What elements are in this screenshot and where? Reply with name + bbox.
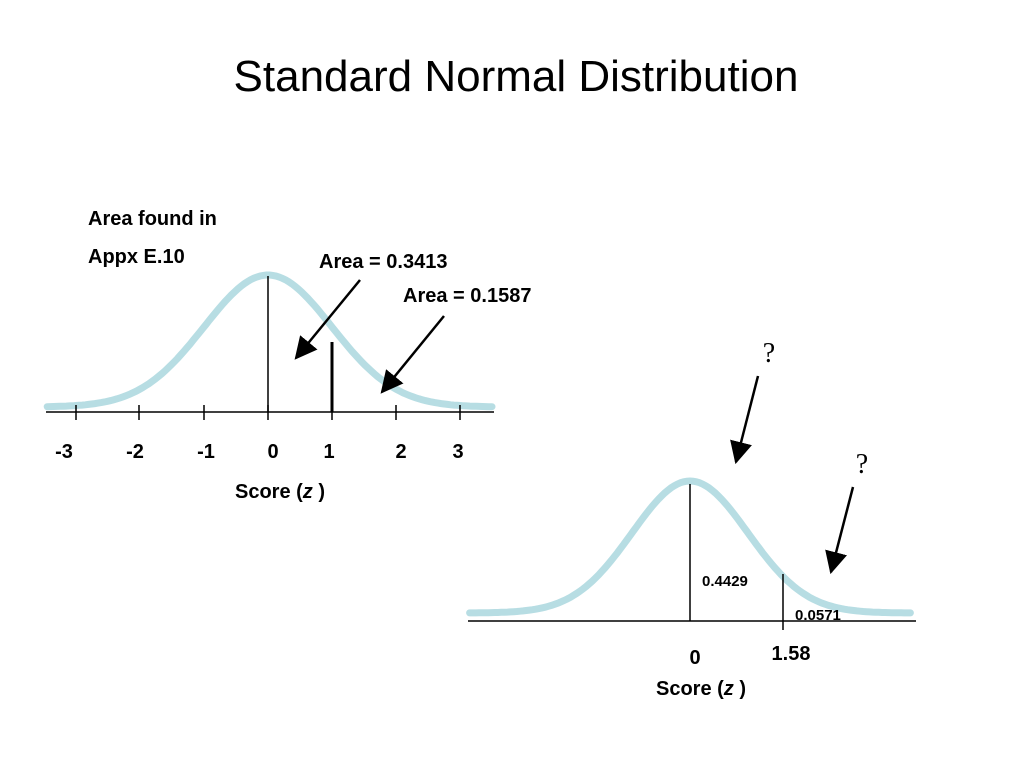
tick-label-z: 1.58 — [772, 643, 811, 665]
question-mark-tail: ? — [856, 449, 868, 480]
arrow-to-tail-area — [380, 315, 445, 394]
area-label-tail: Area = 0.1587 — [403, 285, 531, 307]
right-normal-diagram: 0.4429 0.0571 0 1.58 Score (z ) ? ? — [466, 338, 916, 700]
left-axis-ticks — [75, 405, 461, 420]
left-tick-labels: -3 -2 -1 0 1 2 3 — [55, 441, 463, 463]
arrow-to-tail-question — [825, 486, 855, 575]
area-source-note-line2: Appx E.10 — [88, 246, 185, 268]
left-axis-label: Score (z ) — [235, 481, 325, 503]
area-label-center: Area = 0.3413 — [319, 251, 447, 273]
arrow-to-center-question — [730, 375, 760, 465]
tick-label: -2 — [126, 441, 144, 463]
area-value-tail: 0.0571 — [795, 607, 841, 624]
tick-label: 0 — [267, 441, 278, 463]
left-normal-curve — [43, 271, 496, 411]
tick-label: -3 — [55, 441, 73, 463]
tick-label: 1 — [323, 441, 334, 463]
area-value-center: 0.4429 — [702, 573, 748, 590]
arrow-to-center-area — [294, 279, 361, 360]
area-source-note-line1: Area found in — [88, 208, 217, 230]
question-mark-center: ? — [763, 338, 775, 369]
page-title: Standard Normal Distribution — [233, 52, 799, 101]
left-normal-diagram: Area found in Appx E.10 -3 -2 -1 0 1 — [43, 208, 531, 503]
tick-label: 3 — [452, 441, 463, 463]
right-normal-curve — [466, 477, 914, 617]
tick-label-zero: 0 — [689, 647, 700, 669]
tick-label: -1 — [197, 441, 215, 463]
right-axis-label: Score (z ) — [656, 678, 746, 700]
tick-label: 2 — [395, 441, 406, 463]
